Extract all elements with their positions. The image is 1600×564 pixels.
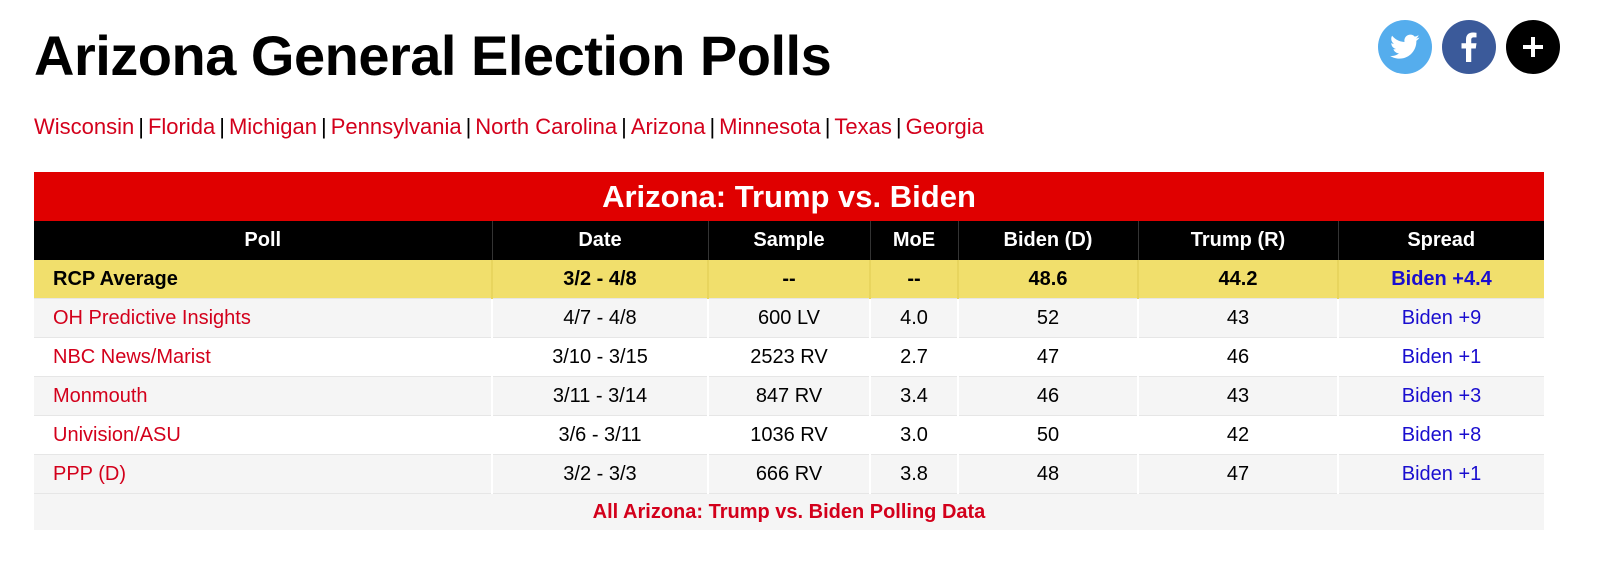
nav-separator: | — [824, 114, 831, 139]
poll-moe: 4.0 — [870, 298, 959, 338]
plus-icon — [1523, 37, 1543, 57]
poll-sample: 1036 RV — [708, 415, 871, 455]
table-header-row: Poll Date Sample MoE Biden (D) Trump (R)… — [34, 221, 1544, 260]
poll-trump: 43 — [1138, 298, 1339, 338]
poll-name-link[interactable]: NBC News/Marist — [34, 337, 493, 377]
nav-separator: | — [320, 114, 327, 139]
average-trump: 44.2 — [1138, 260, 1339, 299]
poll-spread: Biden +8 — [1338, 415, 1544, 455]
state-link-florida[interactable]: Florida — [147, 114, 216, 139]
more-share-button[interactable] — [1506, 20, 1560, 74]
page-title: Arizona General Election Polls — [34, 24, 832, 87]
header-biden: Biden (D) — [958, 221, 1139, 260]
rcp-average-row: RCP Average 3/2 - 4/8 -- -- 48.6 44.2 Bi… — [34, 260, 1544, 299]
poll-spread: Biden +1 — [1338, 454, 1544, 494]
header-spread: Spread — [1338, 221, 1544, 260]
state-nav: Wisconsin | Florida | Michigan | Pennsylvania |… — [34, 113, 984, 141]
all-polling-data-link[interactable]: All Arizona: Trump vs. Biden Polling Dat… — [592, 500, 986, 523]
twitter-icon — [1390, 34, 1420, 59]
state-link-georgia[interactable]: Georgia — [905, 114, 984, 139]
poll-name-link[interactable]: Monmouth — [34, 376, 493, 416]
poll-trump: 42 — [1138, 415, 1339, 455]
nav-separator: | — [138, 114, 144, 139]
nav-separator: | — [465, 114, 472, 139]
table-row: NBC News/Marist 3/10 - 3/15 2523 RV 2.7 … — [34, 337, 1544, 377]
poll-trump: 46 — [1138, 337, 1339, 377]
table-row: PPP (D) 3/2 - 3/3 666 RV 3.8 48 47 Biden… — [34, 454, 1544, 494]
poll-moe: 2.7 — [870, 337, 959, 377]
table-row: Monmouth 3/11 - 3/14 847 RV 3.4 46 43 Bi… — [34, 376, 1544, 416]
poll-trump: 43 — [1138, 376, 1339, 416]
poll-spread: Biden +3 — [1338, 376, 1544, 416]
poll-date: 3/6 - 3/11 — [492, 415, 709, 455]
average-poll: RCP Average — [34, 260, 493, 299]
header-trump: Trump (R) — [1138, 221, 1339, 260]
poll-date: 3/11 - 3/14 — [492, 376, 709, 416]
poll-biden: 48 — [958, 454, 1139, 494]
poll-date: 3/10 - 3/15 — [492, 337, 709, 377]
poll-biden: 46 — [958, 376, 1139, 416]
nav-separator: | — [621, 114, 627, 139]
poll-sample: 600 LV — [708, 298, 871, 338]
poll-trump: 47 — [1138, 454, 1339, 494]
average-biden: 48.6 — [958, 260, 1139, 299]
state-link-pennsylvania[interactable]: Pennsylvania — [330, 114, 462, 139]
poll-spread: Biden +1 — [1338, 337, 1544, 377]
poll-name-link[interactable]: OH Predictive Insights — [34, 298, 493, 338]
poll-name-link[interactable]: PPP (D) — [34, 454, 493, 494]
state-link-wisconsin[interactable]: Wisconsin — [34, 114, 135, 139]
nav-separator: | — [219, 114, 225, 139]
state-link-texas[interactable]: Texas — [834, 114, 892, 139]
table-row: OH Predictive Insights 4/7 - 4/8 600 LV … — [34, 298, 1544, 338]
header-poll: Poll — [34, 221, 493, 260]
table-row: Univision/ASU 3/6 - 3/11 1036 RV 3.0 50 … — [34, 415, 1544, 455]
poll-spread: Biden +9 — [1338, 298, 1544, 338]
poll-date: 4/7 - 4/8 — [492, 298, 709, 338]
poll-moe: 3.4 — [870, 376, 959, 416]
facebook-share-button[interactable] — [1442, 20, 1496, 74]
nav-separator: | — [895, 114, 902, 139]
poll-sample: 847 RV — [708, 376, 871, 416]
poll-date: 3/2 - 3/3 — [492, 454, 709, 494]
state-link-minnesota[interactable]: Minnesota — [719, 114, 821, 139]
poll-biden: 52 — [958, 298, 1139, 338]
poll-name-link[interactable]: Univision/ASU — [34, 415, 493, 455]
table-footer-cell: All Arizona: Trump vs. Biden Polling Dat… — [34, 493, 1544, 530]
header-date: Date — [492, 221, 709, 260]
state-link-arizona[interactable]: Arizona — [630, 114, 706, 139]
header-moe: MoE — [870, 221, 959, 260]
twitter-share-button[interactable] — [1378, 20, 1432, 74]
poll-biden: 50 — [958, 415, 1139, 455]
poll-results-table: Poll Date Sample MoE Biden (D) Trump (R)… — [34, 221, 1544, 530]
state-link-michigan[interactable]: Michigan — [228, 114, 317, 139]
poll-biden: 47 — [958, 337, 1139, 377]
poll-table: Arizona: Trump vs. Biden Poll Date Sampl… — [34, 172, 1544, 530]
average-sample: -- — [708, 260, 871, 299]
poll-moe: 3.8 — [870, 454, 959, 494]
poll-sample: 666 RV — [708, 454, 871, 494]
share-bar — [1378, 20, 1560, 74]
state-link-north-carolina[interactable]: North Carolina — [475, 114, 618, 139]
average-date: 3/2 - 4/8 — [492, 260, 709, 299]
nav-separator: | — [709, 114, 716, 139]
table-title: Arizona: Trump vs. Biden — [34, 172, 1544, 221]
average-moe: -- — [870, 260, 959, 299]
facebook-icon — [1461, 32, 1477, 62]
table-footer-row: All Arizona: Trump vs. Biden Polling Dat… — [34, 493, 1544, 530]
poll-moe: 3.0 — [870, 415, 959, 455]
average-spread: Biden +4.4 — [1338, 260, 1544, 299]
header-sample: Sample — [708, 221, 871, 260]
poll-sample: 2523 RV — [708, 337, 871, 377]
